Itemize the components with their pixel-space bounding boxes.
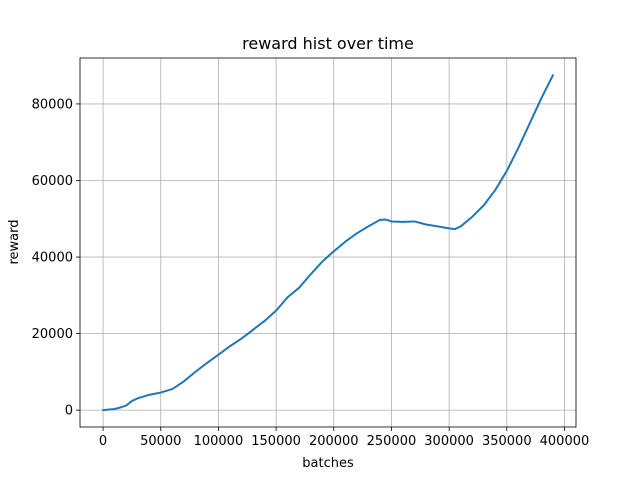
plot-area-frame <box>79 57 577 428</box>
x-tick-label: 0 <box>99 434 107 449</box>
x-tick-label: 300000 <box>424 434 474 449</box>
y-tick-label: 80000 <box>32 97 73 112</box>
y-tick-label: 20000 <box>32 327 73 342</box>
grid <box>80 58 576 427</box>
x-tick-label: 400000 <box>540 434 590 449</box>
reward-series-line <box>102 74 554 412</box>
x-tick-label: 150000 <box>251 434 301 449</box>
x-tick-label: 200000 <box>309 434 359 449</box>
x-axis-label: batches <box>302 456 354 471</box>
x-tick-label: 100000 <box>194 434 244 449</box>
x-tick-label: 350000 <box>482 434 532 449</box>
ticks: 0 50000 100000 150000 200000 250000 300000 3500… <box>32 97 590 449</box>
chart-title: reward hist over time <box>242 34 414 53</box>
y-axis-label: reward <box>7 219 22 264</box>
x-tick-label: 250000 <box>367 434 417 449</box>
x-tick-label: 50000 <box>140 434 181 449</box>
y-tick-label: 40000 <box>32 251 73 266</box>
y-tick-label: 0 <box>65 404 73 419</box>
y-tick-label: 60000 <box>32 174 73 189</box>
series-layer <box>102 74 554 412</box>
